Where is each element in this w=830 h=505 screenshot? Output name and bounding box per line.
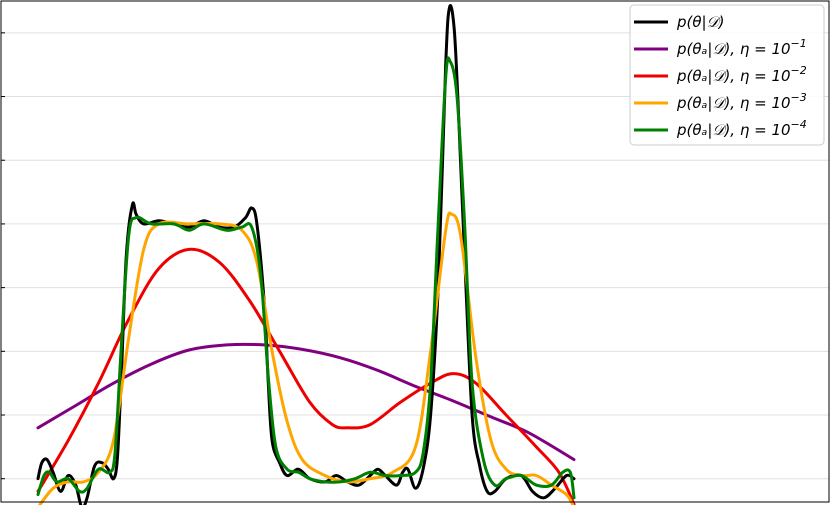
legend-label: p(θₐ|𝒟), η = 10−1	[676, 37, 807, 58]
legend: p(θ|𝒟) p(θₐ|𝒟), η = 10−1 p(θₐ|𝒟), η = 10−2…	[629, 4, 825, 146]
series-eta-1e-3-line	[37, 211, 575, 505]
legend-entry: p(θₐ|𝒟), η = 10−3	[634, 91, 807, 112]
legend-label: p(θ|𝒟)	[676, 13, 724, 31]
legend-label: p(θₐ|𝒟), η = 10−4	[676, 118, 807, 139]
y-ticks	[1, 32, 5, 480]
legend-entry: p(θₐ|𝒟), η = 10−1	[634, 37, 807, 58]
series-eta-1e-4-line	[36, 56, 576, 500]
legend-label: p(θₐ|𝒟), η = 10−3	[676, 91, 807, 112]
legend-box	[629, 4, 825, 146]
legend-entry: p(θₐ|𝒟), η = 10−4	[634, 118, 807, 139]
legend-label: p(θₐ|𝒟), η = 10−2	[676, 64, 807, 85]
series-layer	[36, 4, 576, 505]
legend-entry: p(θ|𝒟)	[634, 13, 724, 31]
legend-entry: p(θₐ|𝒟), η = 10−2	[634, 64, 807, 85]
